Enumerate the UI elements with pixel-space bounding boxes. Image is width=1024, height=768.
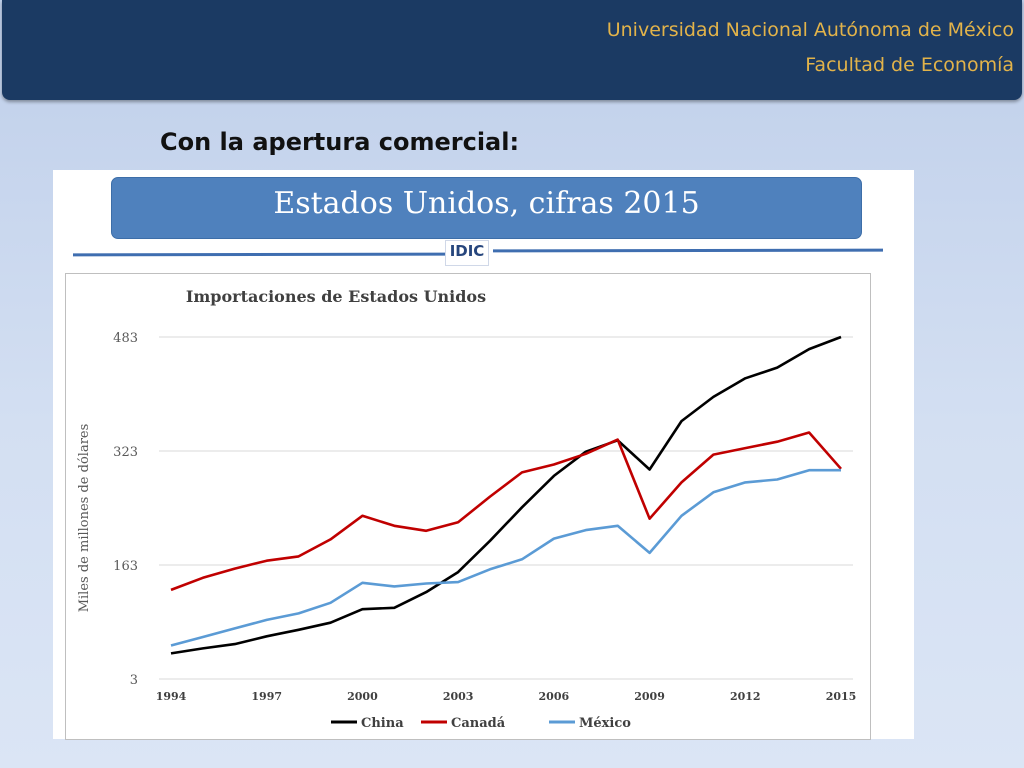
legend-label: México [579, 716, 631, 731]
x-tick-label: 1997 [251, 690, 282, 703]
y-axis-label: Miles de millones de dólares [77, 424, 92, 613]
figure-banner: Estados Unidos, cifras 2015 [111, 177, 862, 239]
banner-title: Estados Unidos, cifras 2015 [273, 186, 700, 221]
series-lines [170, 335, 842, 655]
series-line-china [170, 335, 842, 655]
divider-rule-right [492, 248, 884, 253]
y-tick-label: 3 [130, 673, 138, 688]
y-tick-label: 483 [113, 331, 138, 346]
slide-title: Con la apertura comercial: [160, 128, 520, 156]
gridlines [159, 336, 853, 680]
x-tick-label: 2000 [347, 690, 378, 703]
x-tick-label: 1994 [156, 690, 187, 703]
embedded-figure: Estados Unidos, cifras 2015 IDIC Importa… [53, 170, 914, 740]
faculty-name: Facultad de Economía [805, 54, 1014, 76]
series-line-méxico [170, 468, 841, 647]
line-chart: Importaciones de Estados Unidos 3 163 323 4… [77, 287, 857, 731]
institution-name: Universidad Nacional Autónoma de México [606, 19, 1014, 41]
chart-frame: Importaciones de Estados Unidos 3 163 323 4… [65, 273, 871, 740]
x-axis-ticks: 1994 1997 2000 2003 2006 2009 2012 2015 [156, 690, 857, 703]
y-axis-ticks: 3 163 323 483 [113, 331, 138, 688]
legend-label: Canadá [451, 716, 506, 731]
idic-logo: IDIC [445, 240, 489, 266]
x-tick-label: 2009 [634, 690, 665, 703]
x-tick-label: 2006 [539, 690, 570, 703]
divider-rule-left [72, 252, 446, 257]
header-bar: Universidad Nacional Autónoma de México … [2, 0, 1022, 100]
legend: China Canadá México [331, 716, 631, 731]
x-tick-label: 2015 [826, 690, 857, 703]
chart-title: Importaciones de Estados Unidos [186, 287, 486, 306]
y-tick-label: 163 [113, 559, 138, 574]
series-line-canadá [170, 431, 842, 592]
x-tick-label: 2012 [730, 690, 761, 703]
legend-label: China [361, 716, 404, 731]
y-tick-label: 323 [113, 445, 138, 460]
x-tick-label: 2003 [443, 690, 474, 703]
